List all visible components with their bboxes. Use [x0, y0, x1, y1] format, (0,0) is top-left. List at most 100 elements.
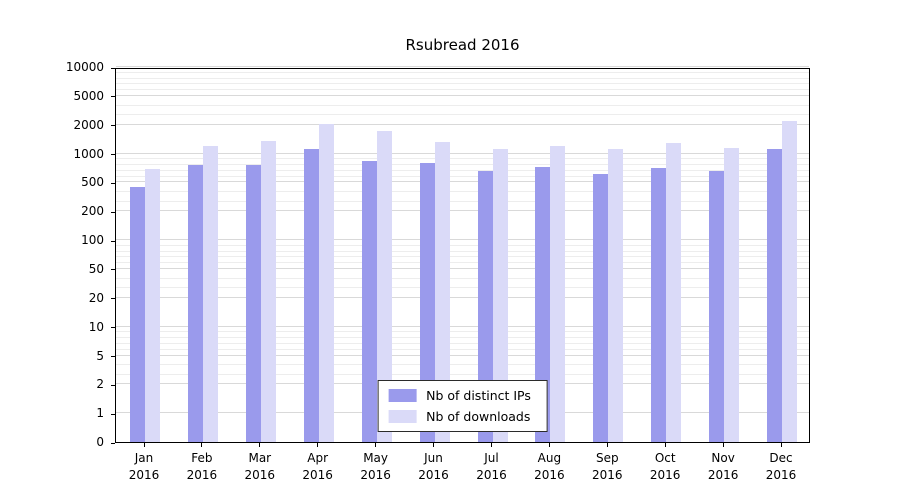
x-tick-month: Jan [134, 451, 154, 465]
y-tick-mark [111, 269, 115, 271]
minor-gridline [116, 83, 809, 85]
bar-downloads [376, 130, 392, 442]
minor-gridline [116, 71, 809, 73]
bar-distinct-ips [245, 165, 261, 442]
y-tick-mark [111, 67, 115, 69]
minor-gridline [116, 364, 809, 366]
x-tick-mark [201, 443, 203, 447]
y-tick-label: 20 [88, 290, 104, 305]
legend-swatch-distinct-ips [388, 389, 417, 402]
x-tick-year: 2016 [244, 467, 276, 482]
x-tick-year: 2016 [649, 467, 681, 482]
bar-downloads [782, 120, 797, 442]
minor-gridline [116, 262, 809, 264]
x-tick-mark [375, 443, 377, 447]
y-tick-label: 2 [96, 377, 104, 392]
legend-label-downloads: Nb of downloads [426, 409, 531, 424]
bar-distinct-ips [535, 167, 551, 442]
x-tick-label: Jun 2016 [402, 450, 466, 484]
x-tick-year: 2016 [534, 467, 565, 482]
legend-label-distinct-ips: Nb of distinct IPs [426, 388, 531, 403]
x-tick-label: Dec 2016 [749, 450, 813, 484]
y-tick-label: 50 [88, 261, 104, 276]
y-tick-label: 5000 [73, 88, 104, 103]
minor-gridline [116, 250, 809, 252]
x-tick-year: 2016 [418, 467, 449, 482]
x-tick-label: Feb 2016 [170, 450, 234, 484]
y-tick-mark [111, 298, 115, 300]
x-tick-mark [491, 443, 492, 447]
bar-distinct-ips [187, 165, 203, 442]
x-tick-month: Dec [769, 451, 793, 465]
x-tick-mark [317, 443, 319, 447]
major-gridline [116, 94, 809, 96]
x-tick-mark [722, 443, 724, 447]
x-tick-mark [606, 443, 608, 447]
major-gridline [116, 181, 809, 183]
plot-area: Nb of distinct IPs Nb of downloads [115, 66, 810, 443]
y-tick-label: 5 [96, 348, 104, 363]
minor-gridline [116, 337, 809, 339]
x-tick-month: Oct [654, 451, 676, 465]
x-tick-label: Jan 2016 [112, 450, 176, 484]
minor-gridline [116, 200, 809, 202]
bar-downloads [318, 124, 334, 442]
minor-gridline [116, 244, 809, 246]
y-tick-mark [111, 154, 115, 155]
y-tick-mark [111, 96, 115, 98]
x-tick-year: 2016 [707, 467, 739, 482]
minor-gridline [116, 287, 809, 289]
bar-downloads [260, 140, 276, 442]
bar-distinct-ips [361, 161, 377, 442]
y-tick-mark [111, 182, 115, 184]
bar-downloads [492, 149, 508, 442]
bar-distinct-ips [767, 149, 782, 442]
x-tick-month: Nov [711, 451, 735, 465]
minor-gridline [116, 104, 809, 106]
x-tick-mark [664, 443, 666, 447]
y-tick-label: 0 [96, 435, 104, 449]
x-tick-month: Jun [424, 451, 443, 465]
y-tick-mark [111, 211, 115, 213]
minor-gridline [116, 89, 809, 91]
major-gridline [116, 239, 809, 241]
x-tick-label: Oct 2016 [633, 450, 697, 484]
bar-distinct-ips [130, 187, 145, 442]
y-tick-mark [111, 384, 115, 386]
y-tick-label: 2000 [73, 117, 104, 132]
x-tick-label: May 2016 [344, 450, 408, 484]
major-gridline [116, 152, 809, 154]
y-tick-label: 200 [81, 204, 104, 219]
x-tick-label: Jul 2016 [460, 450, 524, 484]
bar-downloads [550, 146, 566, 442]
legend-row-distinct-ips: Nb of distinct IPs [388, 388, 531, 403]
chart-title: Rsubread 2016 [405, 36, 520, 54]
y-tick-label: 1000 [73, 146, 104, 161]
bar-distinct-ips [651, 168, 667, 442]
minor-gridline [116, 348, 809, 350]
minor-gridline [116, 277, 809, 279]
x-tick-month: Mar [248, 451, 272, 465]
y-tick-mark [111, 413, 115, 415]
bar-distinct-ips [709, 170, 725, 442]
x-tick-label: Nov 2016 [691, 450, 755, 484]
bar-downloads [202, 146, 218, 442]
major-gridline [116, 354, 809, 356]
x-tick-year: 2016 [302, 467, 333, 482]
minor-gridline [116, 77, 809, 79]
x-tick-year: 2016 [592, 467, 623, 482]
x-tick-month: Jul [484, 451, 499, 465]
x-tick-month: Apr [307, 451, 329, 465]
y-tick-label: 500 [81, 175, 104, 190]
x-tick-label: Sep 2016 [575, 450, 639, 484]
bar-distinct-ips [419, 163, 435, 442]
bar-downloads [666, 143, 682, 442]
bar-distinct-ips [303, 149, 319, 442]
bar-downloads [434, 142, 450, 442]
y-tick-label: 10000 [65, 60, 104, 74]
x-tick-label: Apr 2016 [286, 450, 350, 484]
x-tick-label: Mar 2016 [228, 450, 292, 484]
minor-gridline [116, 191, 809, 192]
major-gridline [116, 325, 809, 327]
y-tick-mark [111, 442, 115, 444]
